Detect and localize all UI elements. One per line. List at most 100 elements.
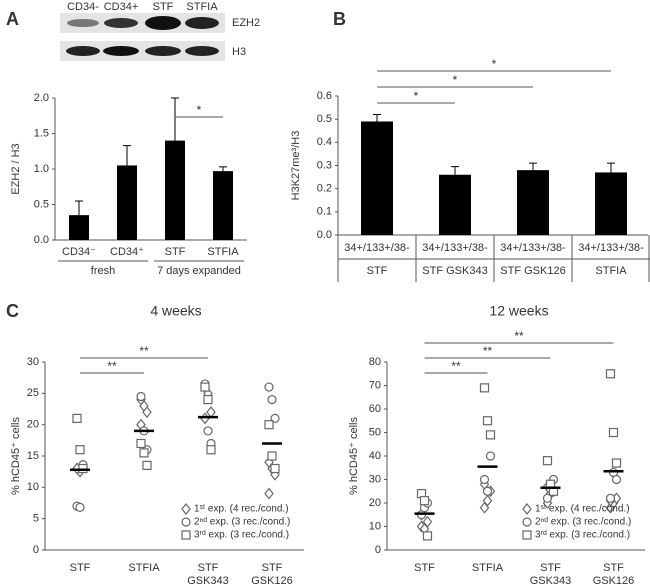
blot-band-label: H3 [232,46,246,58]
x-tick-label: STFIA [207,246,239,258]
legend-marker [181,517,191,527]
blot-band [66,46,100,56]
y-tick-label: 0.1 [317,206,332,218]
dot [479,383,490,393]
x-tick-label: STF [414,562,435,574]
dot [203,395,213,405]
bar [439,174,471,235]
x-tick-label: STFIA [128,562,160,574]
y-tick-label: 1.0 [34,163,49,175]
x-tick-sublabel: STF GSK126 [500,265,565,277]
dot [479,474,490,485]
dot [485,451,496,461]
dot [203,426,213,436]
dot [264,487,274,500]
y-tick-label: 20 [369,497,381,509]
y-tick-label: 50 [369,426,381,438]
blot-lane-label: STF [153,1,174,13]
dot [267,451,277,461]
y-tick-label: 0.5 [317,113,332,125]
y-tick-label: 0.6 [317,90,332,102]
y-tick-label: 30 [27,356,39,368]
legend-marker [522,503,532,515]
dot [270,463,280,474]
y-tick-label: 0.0 [34,234,49,246]
significance-label: * [414,89,419,103]
dot [136,391,146,402]
dot [482,494,493,507]
dot [605,369,616,379]
blot-band [185,17,219,29]
significance-label: ** [514,329,524,343]
dot [206,406,216,419]
legend-label: 1ˢᵗ exp. (4 rec./cond.) [194,504,289,515]
blot-band-label: EZH2 [232,17,260,29]
bar [165,140,185,240]
dot [611,474,622,485]
y-tick-label: 40 [369,450,381,462]
x-tick-label: 34+/133+/38- [422,242,488,254]
dot [611,458,622,468]
x-tick-label: STF GSK343 [529,562,572,587]
x-tick-label: 34+/133+/38- [500,242,566,254]
bar [517,170,549,235]
y-tick-label: 30 [369,473,381,485]
y-tick-label: 0.5 [34,198,49,210]
y-tick-label: 0.3 [317,159,332,171]
x-tick-label: CD34⁻ [62,246,96,258]
x-tick-label: STF GSK126 [592,562,635,587]
dot [72,413,82,423]
legend-label: 1ˢᵗ exp. (4 rec./cond.) [535,504,630,515]
dot [482,486,493,496]
y-tick-label: 1.5 [34,127,49,139]
y-tick-label: 0.0 [317,229,332,241]
dot [264,420,274,430]
y-axis-label: % hCD45⁺ cells [10,417,22,495]
error-bar [451,166,459,175]
error-bar [529,162,537,171]
x-tick-sublabel: STF GSK343 [422,265,487,277]
legend-label: 2ⁿᵈ exp. (3 rec./cond.) [535,517,631,528]
dot [605,493,616,503]
dot [542,493,553,503]
significance-label: ** [139,344,149,358]
chart-title: 12 weeks [489,303,548,319]
error-bar [171,97,179,141]
significance-label: * [492,57,497,71]
y-tick-label: 10 [369,520,381,532]
x-tick-label: 34+/133+/38- [344,242,410,254]
legend-label: 2ⁿᵈ exp. (3 rec./cond.) [194,517,290,528]
error-bar [373,114,381,122]
group-label: fresh [91,265,115,277]
significance-label: ** [107,359,117,373]
y-tick-label: 0 [33,544,39,556]
blot-band [103,46,139,56]
dot [267,395,277,405]
x-tick-sublabel: STFIA [595,265,627,277]
error-bar [607,162,615,173]
y-tick-label: 5 [33,513,39,525]
dot [608,427,619,438]
bar [595,172,627,235]
legend-label: 3ʳᵈ exp. (3 rec./cond.) [535,530,630,541]
y-tick-label: 70 [369,379,381,391]
y-axis-label: % hCD45⁺ cells [348,417,360,495]
legend-marker [522,517,532,527]
blot-lane-label: CD34+ [104,1,139,13]
y-tick-label: 0.2 [317,183,332,195]
y-tick-label: 2.0 [34,92,49,104]
y-tick-label: 15 [27,450,39,462]
blot-band [67,19,99,27]
bar [69,215,89,240]
blot-strip [60,13,225,33]
blot-lane-label: STFIA [186,1,218,13]
dot [75,445,85,455]
x-tick-label: 34+/133+/38- [578,242,644,254]
significance-label: ** [451,359,461,373]
dot [142,460,152,470]
x-tick-label: STF [165,246,186,258]
y-tick-label: 0 [375,544,381,556]
x-tick-sublabel: STF [367,265,388,277]
